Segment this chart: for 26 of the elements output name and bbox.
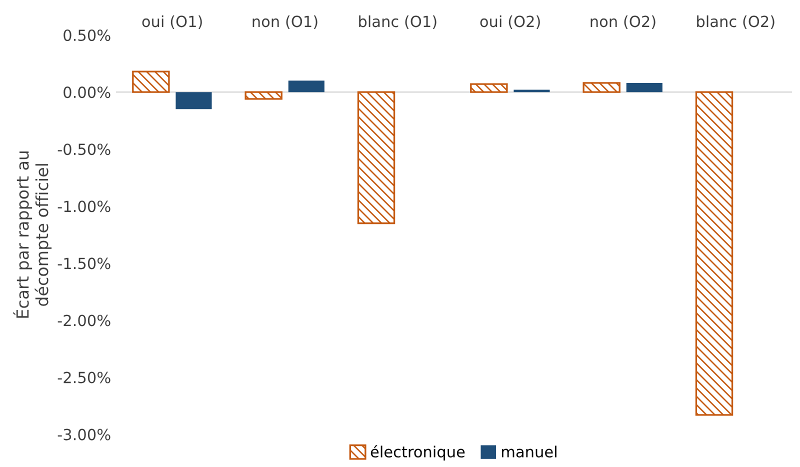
x-tick-label: blanc (O1) <box>359 15 436 29</box>
y-tick-label: -1.50% <box>58 258 110 270</box>
bar <box>582 82 620 93</box>
x-tick-label: blanc (O2) <box>697 15 774 29</box>
y-tick-label: -2.50% <box>58 372 110 384</box>
y-axis-title: Écart par rapport au décompte officiel <box>13 151 52 318</box>
y-tick-label: -0.50% <box>58 144 110 156</box>
bar <box>695 91 734 416</box>
legend-label: électronique <box>370 445 465 460</box>
y-tick-label: 0.50% <box>64 29 110 42</box>
bar <box>626 82 662 92</box>
x-tick-label: oui (O1) <box>142 15 202 29</box>
x-tick-label: oui (O2) <box>480 15 540 29</box>
y-tick-label: -1.00% <box>58 200 110 212</box>
bar <box>470 83 508 93</box>
y-tick-label: 0.00% <box>64 86 110 98</box>
y-tick-label: -2.00% <box>58 314 110 326</box>
x-tick-label: non (O2) <box>590 15 656 29</box>
bar <box>132 70 170 93</box>
bar <box>244 91 282 100</box>
y-tick-label: -3.00% <box>58 428 110 440</box>
legend-label: manuel <box>502 446 556 458</box>
bar <box>288 80 324 92</box>
bar <box>357 91 396 224</box>
bar <box>176 92 212 110</box>
x-tick-label: non (O1) <box>252 15 318 29</box>
